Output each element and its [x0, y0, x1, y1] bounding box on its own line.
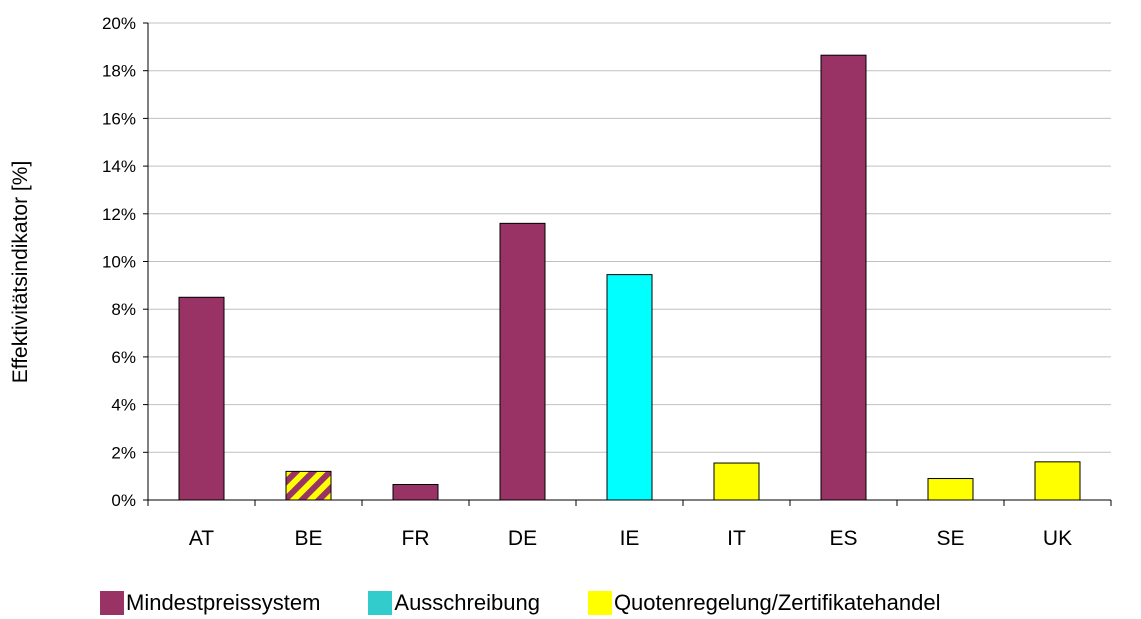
y-axis-title: Effektivitätsindikator [%]	[9, 161, 32, 384]
bar-es	[820, 54, 867, 501]
legend-swatch-mindestpreissystem	[100, 591, 124, 615]
y-tick-label: 8%	[111, 300, 136, 319]
legend: Mindestpreissystem Ausschreibung Quotenr…	[100, 591, 941, 615]
bar-it	[713, 462, 760, 501]
legend-label-ausschreibung: Ausschreibung	[394, 590, 540, 615]
bar-de	[499, 222, 546, 501]
bar-be	[285, 470, 332, 501]
legend-label-quotenregelung: Quotenregelung/Zertifikatehandel	[613, 590, 941, 615]
y-tick-label: 14%	[102, 157, 136, 176]
legend-swatch-ausschreibung	[368, 591, 393, 615]
x-tick-label-be: BE	[294, 527, 322, 550]
x-tick-label-at: AT	[189, 527, 214, 550]
y-tick-label: 2%	[111, 443, 136, 462]
bar-at	[178, 296, 225, 501]
y-tick-label: 12%	[102, 205, 136, 224]
tick-labels: 0% 2% 4% 6% 8% 10% 12% 14% 16% 18% 20% AT BE FR DE IE IT…	[102, 14, 1072, 550]
y-tick-label: 6%	[111, 348, 136, 367]
gridlines	[148, 22, 1111, 453]
y-tick-label: 10%	[102, 253, 136, 272]
y-tick-label: 4%	[111, 396, 136, 415]
x-tick-label-uk: UK	[1043, 527, 1072, 550]
bar-se	[927, 478, 974, 501]
bar-ie	[606, 274, 653, 501]
legend-item-quotenregelung: Quotenregelung/Zertifikatehandel	[587, 590, 941, 615]
y-tick-label: 18%	[102, 62, 136, 81]
x-tick-label-it: IT	[727, 527, 746, 550]
axes	[143, 22, 1112, 506]
bars	[178, 54, 1081, 501]
x-tick-label-es: ES	[829, 527, 857, 550]
legend-label-mindestpreissystem: Mindestpreissystem	[126, 590, 321, 615]
x-tick-label-fr: FR	[402, 527, 430, 550]
legend-swatch-quotenregelung	[587, 591, 612, 615]
x-tick-label-ie: IE	[620, 527, 640, 550]
legend-item-ausschreibung: Ausschreibung	[368, 591, 540, 615]
y-tick-label: 20%	[102, 14, 136, 33]
bar-fr	[392, 483, 439, 501]
bar-uk	[1034, 461, 1081, 501]
x-tick-label-de: DE	[508, 527, 537, 550]
y-tick-label: 0%	[111, 491, 136, 510]
legend-item-mindestpreissystem: Mindestpreissystem	[100, 591, 320, 615]
x-tick-label-se: SE	[936, 527, 964, 550]
y-tick-label: 16%	[102, 109, 136, 128]
